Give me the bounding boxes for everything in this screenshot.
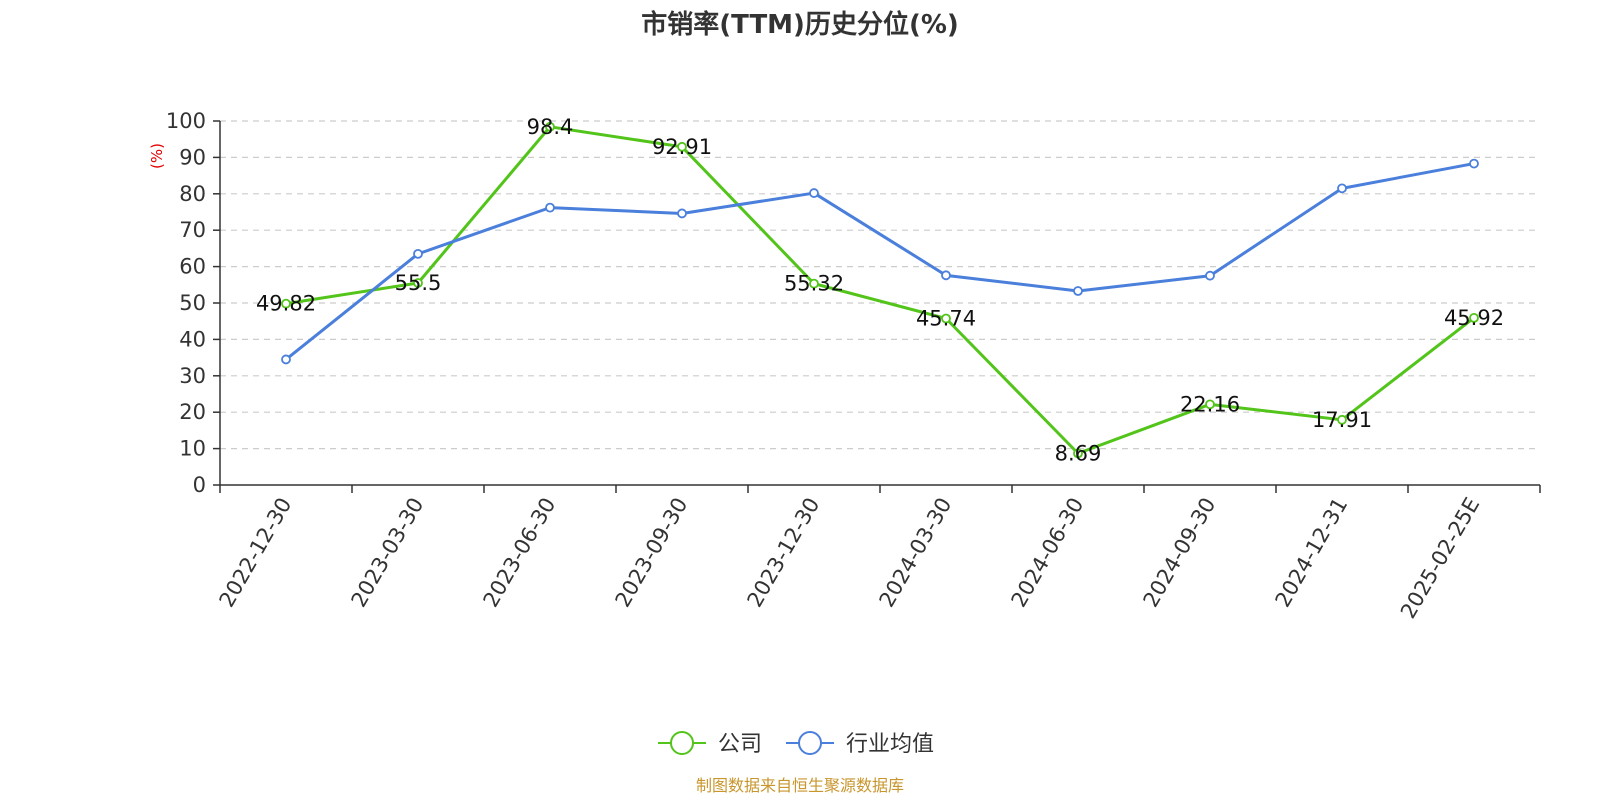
x-tick-label: 2023-09-30 <box>611 494 693 612</box>
y-tick-label: 70 <box>179 218 206 242</box>
x-tick-label: 2023-03-30 <box>347 494 429 612</box>
y-tick-label: 10 <box>179 437 206 461</box>
x-tick-label: 2024-09-30 <box>1139 494 1221 612</box>
legend-circle-icon <box>798 731 822 755</box>
y-axis-ticks: 0 10 20 30 40 50 60 70 80 90 100 <box>166 109 221 497</box>
legend-item-1[interactable]: 行业均值 <box>786 731 934 757</box>
data-point <box>1337 414 1347 425</box>
legend-item-0[interactable]: 公司 <box>658 731 762 757</box>
data-point <box>941 313 951 324</box>
data-point <box>1469 158 1479 169</box>
x-tick-label: 2024-12-31 <box>1271 494 1353 612</box>
source-note: 制图数据来自恒生聚源数据库 <box>696 776 904 795</box>
data-label: 55.32 <box>784 272 844 296</box>
data-label: 17.91 <box>1312 408 1372 432</box>
data-point <box>1073 448 1083 459</box>
chart-title: 市销率(TTM)历史分位(%) <box>641 9 959 40</box>
legend-circle-icon <box>670 731 694 755</box>
data-label: 98.4 <box>527 115 574 139</box>
data-point <box>677 208 687 219</box>
data-point <box>1073 286 1083 296</box>
data-label: 49.82 <box>256 292 316 316</box>
data-point <box>413 278 423 288</box>
y-tick-label: 90 <box>179 145 206 169</box>
series-1 <box>281 158 1479 365</box>
grid-lines <box>220 120 1540 450</box>
y-axis-label: (%) <box>148 143 166 169</box>
y-tick-label: 30 <box>179 364 206 388</box>
data-label: 45.74 <box>916 307 976 331</box>
legend: 公司 行业均值 <box>658 731 934 757</box>
y-tick-label: 60 <box>179 255 206 279</box>
y-tick-label: 40 <box>179 327 206 351</box>
x-tick-label: 2024-06-30 <box>1007 494 1089 612</box>
series-layer <box>281 121 1479 459</box>
series-0 <box>281 121 1479 459</box>
x-tick-label: 2025-02-25E <box>1396 494 1484 623</box>
data-point <box>1205 270 1215 281</box>
x-axis: 2022-12-30 2023-03-30 2023-06-30 2023-09-30… <box>215 484 1541 623</box>
data-point <box>809 188 819 198</box>
data-point <box>1337 183 1347 194</box>
y-tick-label: 50 <box>179 291 206 315</box>
data-point <box>281 298 291 309</box>
data-point <box>545 202 555 213</box>
y-tick-label: 100 <box>166 109 206 133</box>
y-tick-label: 20 <box>179 400 206 424</box>
legend-label: 公司 <box>718 732 762 757</box>
x-tick-label: 2023-12-30 <box>743 494 825 612</box>
data-label: 45.92 <box>1444 306 1504 330</box>
x-tick-label: 2023-06-30 <box>479 494 561 612</box>
y-tick-label: 80 <box>179 182 206 206</box>
data-point <box>413 248 423 259</box>
data-label: 55.5 <box>395 271 442 295</box>
data-label: 22.16 <box>1180 392 1240 416</box>
series-line <box>285 125 1475 455</box>
x-tick-label: 2024-03-30 <box>875 494 957 612</box>
data-point <box>545 121 555 132</box>
data-label: 8.69 <box>1055 441 1102 465</box>
data-point <box>677 141 687 152</box>
x-tick-label: 2022-12-30 <box>215 494 297 612</box>
data-labels: 49.82 55.5 98.4 92.91 55.32 45.74 8.69 22.16 17.… <box>256 115 1504 466</box>
data-point <box>1205 399 1215 410</box>
data-point <box>941 270 951 281</box>
y-tick-label: 0 <box>193 473 206 497</box>
legend-label: 行业均值 <box>846 732 934 757</box>
data-point <box>1469 312 1479 323</box>
data-point <box>809 278 819 289</box>
data-point <box>281 354 291 365</box>
series-line <box>285 162 1475 361</box>
data-label: 92.91 <box>652 135 712 159</box>
